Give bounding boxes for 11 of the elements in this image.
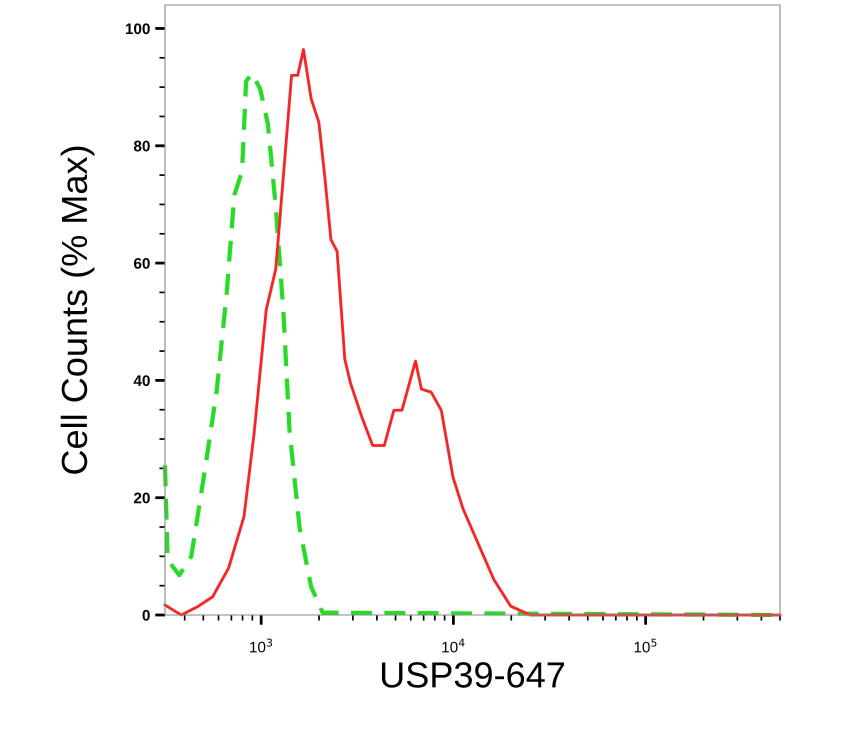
x-tick-label: 10$^{5}$ (634, 638, 656, 653)
y-tick-label: 60 (134, 258, 150, 269)
y-tick-label: 40 (134, 375, 150, 386)
x-axis-title: USP39-647 (382, 662, 564, 688)
x-tick-label: 10$^{4}$ (442, 638, 465, 653)
y-axis-title: Cell Counts (% Max) (60, 146, 94, 474)
y-tick-label: 80 (134, 140, 150, 152)
y-tick-label: 100 (126, 23, 150, 34)
y-tick-label: 20 (134, 492, 150, 504)
x-tick-label: 10$^{3}$ (250, 638, 272, 652)
y-tick-label: 0 (142, 610, 150, 621)
